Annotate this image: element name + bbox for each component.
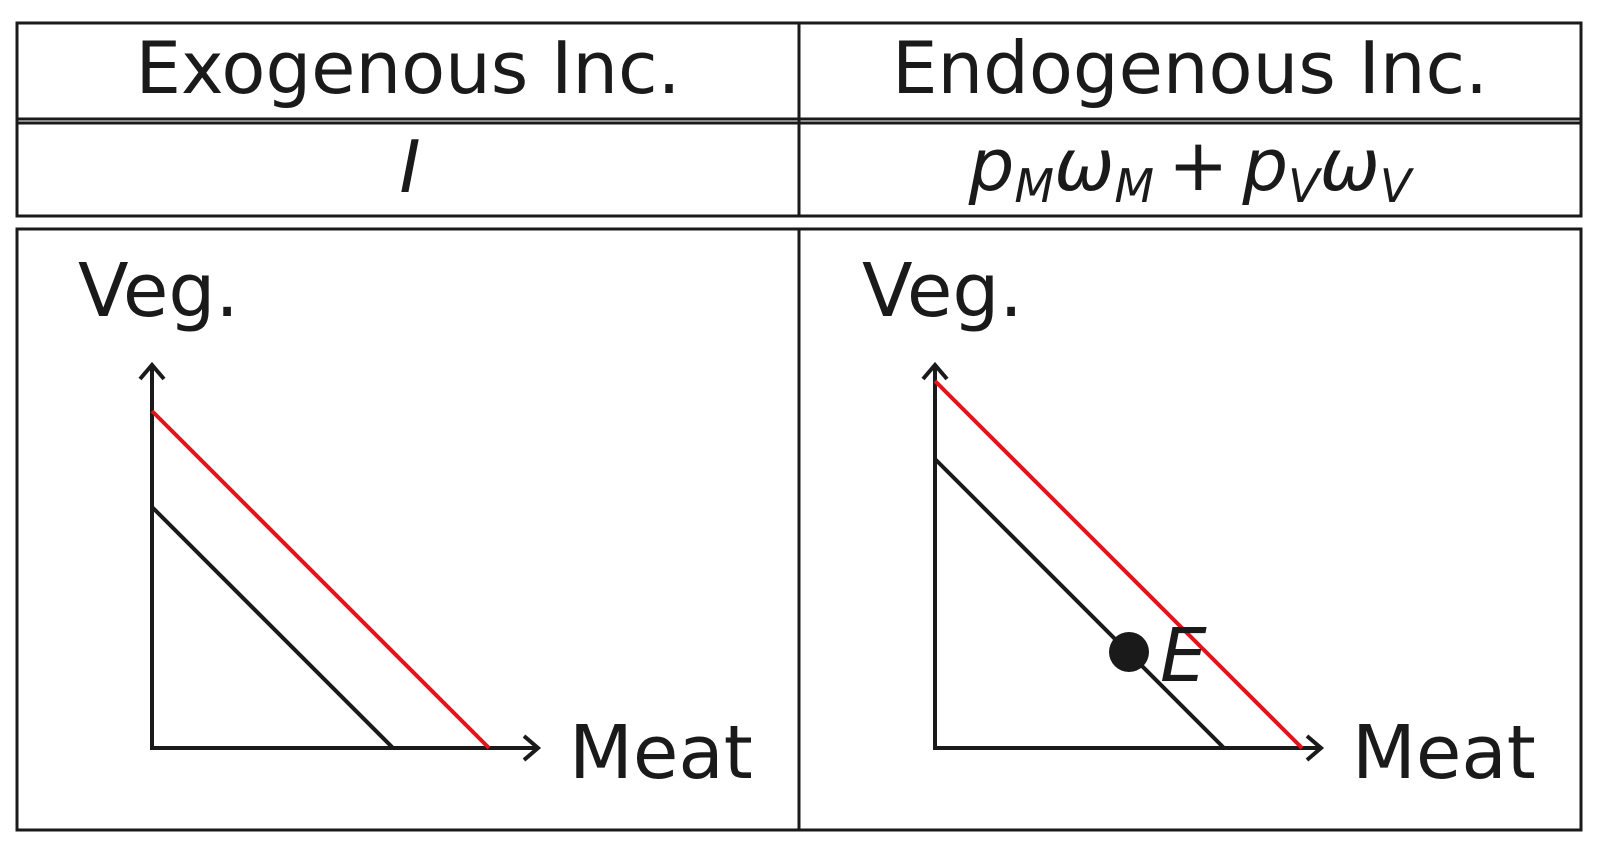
left-y-axis-arrowhead xyxy=(138,361,166,381)
left-shifted-budget-line xyxy=(150,409,491,750)
left-budget-diagram: Veg. Meat xyxy=(78,248,753,796)
formula-p-veg: p xyxy=(1241,123,1288,207)
left-x-axis-label: Meat xyxy=(569,710,753,796)
right-x-axis-arrowhead xyxy=(1305,734,1325,762)
formula-p-meat: p xyxy=(968,123,1015,207)
formula-sub-meat-1: M xyxy=(1014,159,1054,213)
left-original-budget-line xyxy=(150,505,395,750)
right-budget-diagram: Veg. Meat E xyxy=(862,248,1536,796)
right-y-axis-label: Veg. xyxy=(862,248,1023,334)
endowment-point xyxy=(1109,632,1149,672)
formula-omega-veg: ω xyxy=(1320,123,1380,207)
right-x-axis-label: Meat xyxy=(1352,710,1536,796)
formula-sub-meat-2: M xyxy=(1114,159,1154,213)
formula-plus: + xyxy=(1168,123,1228,207)
left-x-axis-arrowhead xyxy=(522,734,542,762)
income-symbol-I: I xyxy=(399,125,420,209)
header-endogenous-income: Endogenous Inc. xyxy=(892,26,1488,110)
right-y-axis-arrowhead xyxy=(921,361,949,381)
diagram-panel xyxy=(15,227,1583,832)
endowment-label: E xyxy=(1160,613,1207,699)
header-table: Exogenous Inc. Endogenous Inc. I pMωM + pV… xyxy=(15,21,1583,218)
income-formula-endowment-value: pMωM + pVωV xyxy=(968,123,1415,213)
right-rotated-budget-line xyxy=(933,379,1304,750)
left-y-axis-label: Veg. xyxy=(78,248,239,334)
formula-sub-veg-2: V xyxy=(1380,159,1415,213)
formula-sub-veg-1: V xyxy=(1288,159,1323,213)
formula-omega-meat: ω xyxy=(1054,123,1114,207)
header-exogenous-income: Exogenous Inc. xyxy=(136,26,681,110)
right-original-budget-line xyxy=(933,457,1226,750)
